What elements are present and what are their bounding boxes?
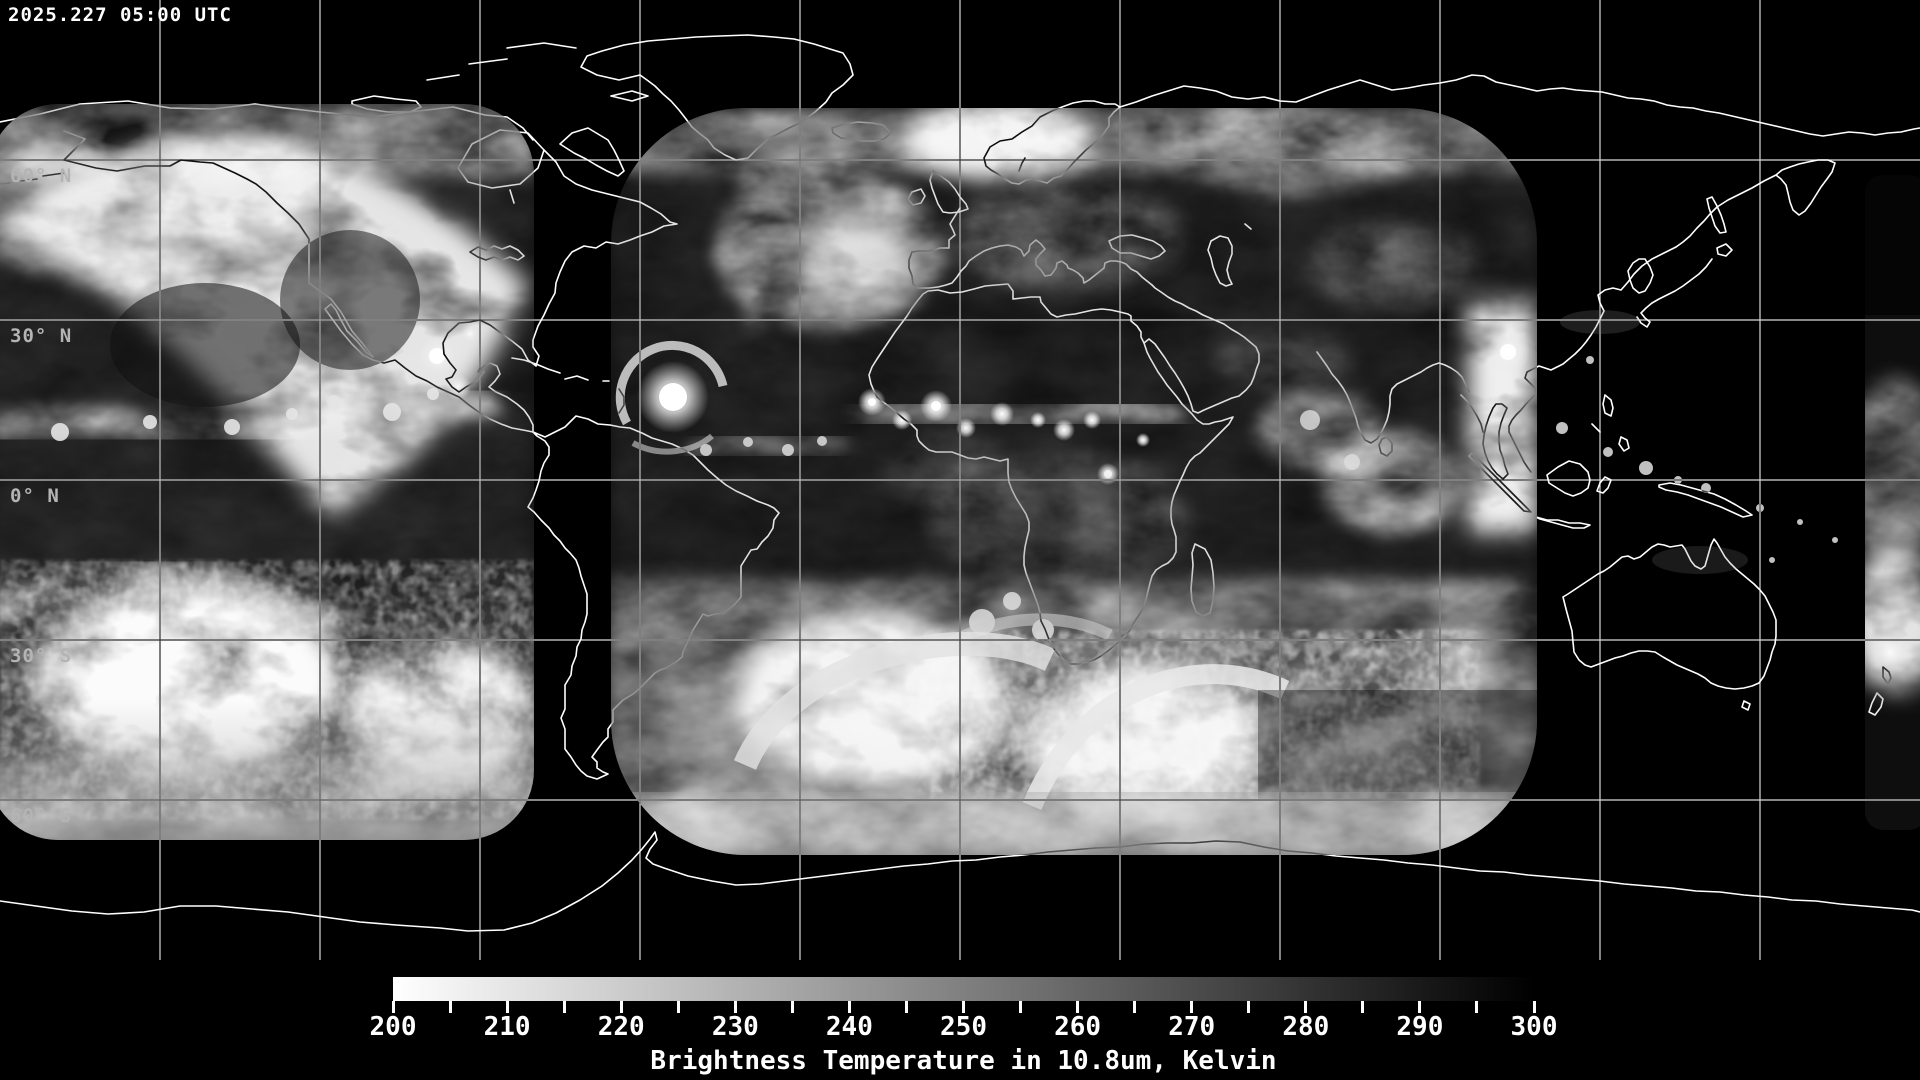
- colorbar-tick: [1475, 1001, 1479, 1013]
- colorbar-block: 200 210 220 230 240 250 260 270 280 290 300 Bright…: [0, 960, 1920, 1080]
- colorbar-tick: [1019, 1001, 1023, 1013]
- colorbar-tick: [1532, 1001, 1536, 1013]
- colorbar-tick-label: 260: [1054, 1012, 1102, 1042]
- latitude-label-30n: 30° N: [10, 325, 73, 347]
- colorbar-tick-label: 210: [483, 1012, 531, 1042]
- latitude-label-0n: 0° N: [10, 485, 60, 507]
- overlay-layer: [0, 0, 1920, 960]
- colorbar-tick-label: 220: [597, 1012, 645, 1042]
- colorbar-tick: [619, 1001, 623, 1013]
- colorbar-caption: Brightness Temperature in 10.8um, Kelvin: [650, 1046, 1277, 1076]
- colorbar-tick: [1190, 1001, 1194, 1013]
- colorbar-tick: [1133, 1001, 1137, 1013]
- colorbar-tick: [1247, 1001, 1251, 1013]
- footprint-east-sliver: [1865, 175, 1920, 830]
- colorbar-tick-label: 200: [369, 1012, 417, 1042]
- colorbar-tick: [562, 1001, 566, 1013]
- colorbar-tick: [790, 1001, 794, 1013]
- colorbar-tick: [505, 1001, 509, 1013]
- colorbar-tick: [733, 1001, 737, 1013]
- colorbar-tick-label: 290: [1396, 1012, 1444, 1042]
- latitude-label-60s: 60° S: [10, 805, 73, 827]
- coastlines: [0, 34, 1920, 932]
- colorbar-tick-label: 240: [825, 1012, 873, 1042]
- colorbar-tick-label: 280: [1282, 1012, 1330, 1042]
- colorbar-tick: [847, 1001, 851, 1013]
- colorbar-tick: [448, 1001, 452, 1013]
- colorbar-tick: [1418, 1001, 1422, 1013]
- colorbar-tick: [962, 1001, 965, 1013]
- latitude-label-30s: 30° S: [10, 645, 73, 667]
- colorbar-tick: [1304, 1001, 1308, 1013]
- world-ir-map: 2025.227 05:00 UTC 60° N 30° N 0° N 30° …: [0, 0, 1920, 960]
- colorbar-tick-label: 300: [1510, 1012, 1558, 1042]
- colorbar-tick-label: 270: [1168, 1012, 1216, 1042]
- graticule-grid: [0, 0, 1920, 960]
- latitude-label-60n: 60° N: [10, 165, 73, 187]
- colorbar-gradient: [393, 977, 1534, 1001]
- colorbar-tick-label: 230: [711, 1012, 759, 1042]
- timestamp-label: 2025.227 05:00 UTC: [8, 4, 232, 26]
- colorbar-tick: [1076, 1001, 1080, 1013]
- colorbar-tick: [1361, 1001, 1365, 1013]
- colorbar-tick-label: 250: [940, 1012, 987, 1042]
- colorbar-tick: [391, 1001, 395, 1013]
- footprint-central: [611, 108, 1537, 855]
- footprint-west: [0, 104, 534, 840]
- colorbar-tick: [676, 1001, 680, 1013]
- colorbar-tick: [904, 1001, 908, 1013]
- satellite-imagery-layer: [0, 104, 1920, 855]
